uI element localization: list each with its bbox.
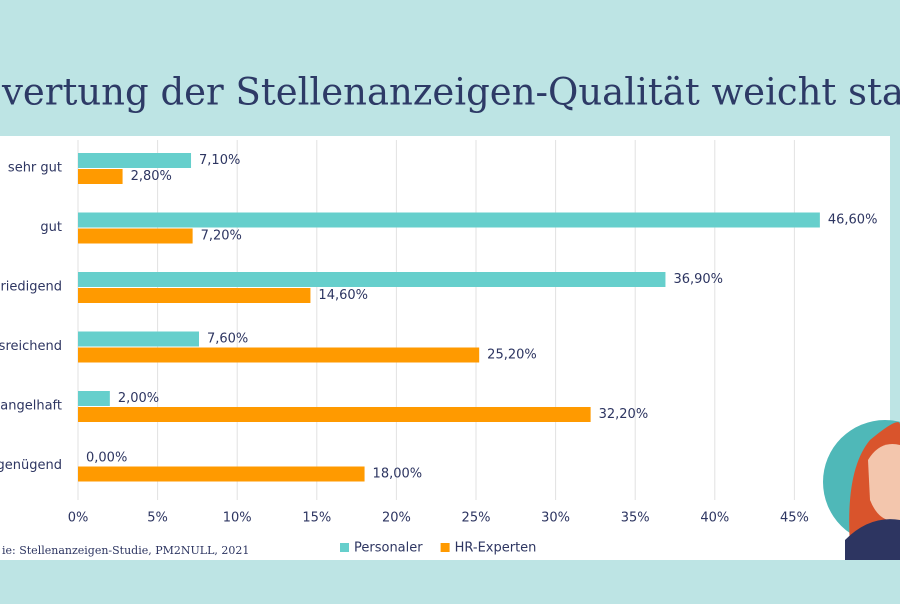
bar [78, 391, 110, 406]
x-tick-label: 15% [302, 511, 331, 526]
data-label: 32,20% [599, 407, 649, 422]
legend-swatch [440, 543, 450, 552]
x-tick-label: 40% [700, 511, 729, 526]
y-tick-label: sreichend [0, 339, 62, 354]
data-label: 25,20% [487, 348, 537, 363]
avatar [823, 420, 900, 560]
y-tick-label: angelhaft [0, 399, 62, 414]
x-tick-label: 10% [223, 511, 252, 526]
x-tick-label: 0% [68, 511, 89, 526]
y-tick-label: gut [40, 220, 62, 235]
data-label: 2,80% [131, 169, 172, 184]
x-tick-label: 25% [462, 511, 491, 526]
bar [78, 331, 199, 347]
data-label: 7,10% [199, 153, 240, 168]
bar [78, 288, 311, 303]
source-note: ie: Stellenanzeigen-Studie, PM2NULL, 202… [2, 544, 249, 557]
y-tick-label: sehr gut [8, 161, 62, 176]
bar [78, 228, 193, 244]
x-tick-label: 20% [382, 511, 411, 526]
y-tick-label: genügend [0, 458, 62, 473]
x-tick-label: 30% [541, 511, 570, 526]
bar [78, 407, 591, 422]
x-tick-label: 45% [780, 511, 809, 526]
data-label: 18,00% [373, 467, 423, 482]
y-tick-label: riedigend [0, 280, 62, 295]
bar [78, 212, 820, 228]
data-label: 46,60% [828, 213, 878, 228]
data-label: 0,00% [86, 451, 127, 466]
data-label: 36,90% [673, 272, 723, 287]
bar [78, 169, 123, 184]
bar [78, 153, 192, 168]
data-label: 2,00% [118, 391, 159, 406]
legend-label: Personaler [354, 541, 423, 556]
bar [78, 466, 365, 482]
bar [78, 347, 480, 363]
x-tick-label: 35% [621, 511, 650, 526]
x-tick-label: 5% [147, 511, 168, 526]
data-label: 14,60% [318, 288, 368, 303]
bar [78, 272, 666, 287]
legend-label: HR-Experten [455, 541, 537, 556]
chart-title: vertung der Stellenanzeigen-Qualität wei… [1, 71, 900, 114]
legend-swatch [340, 543, 349, 552]
data-label: 7,20% [201, 229, 242, 244]
data-label: 7,60% [207, 332, 248, 347]
